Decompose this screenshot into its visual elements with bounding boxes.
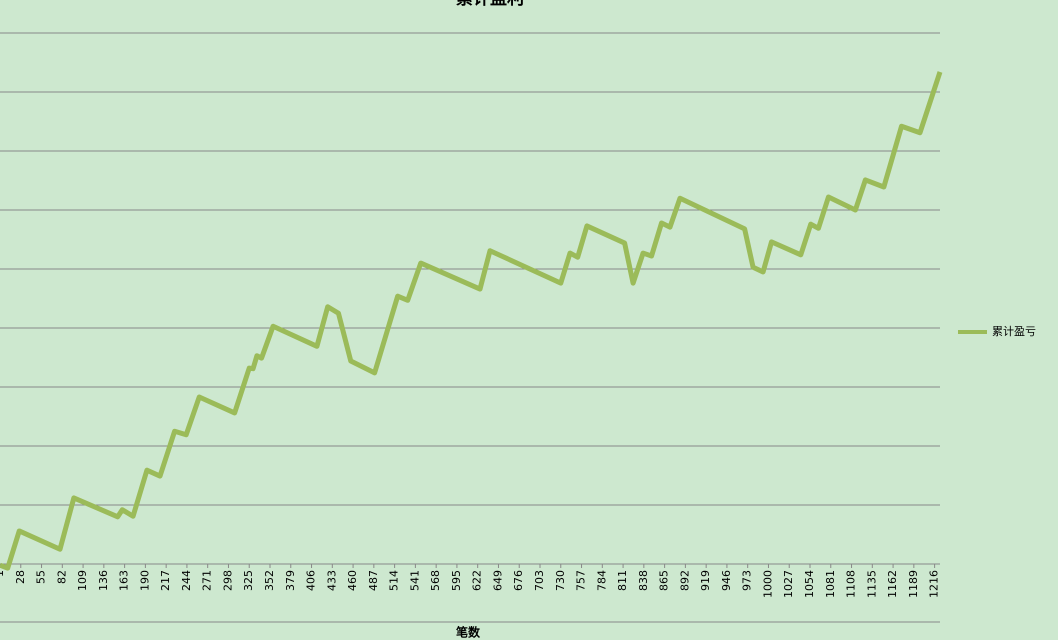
x-tick-label: 649: [491, 570, 504, 591]
x-tick-label: 784: [595, 570, 608, 591]
x-tick-label: 973: [741, 570, 754, 591]
x-tick-label: 811: [616, 570, 629, 591]
x-tick-label: 244: [180, 570, 193, 591]
x-tick-label: 1216: [928, 570, 941, 598]
x-tick-label: 595: [450, 570, 463, 591]
x-tick-label: 865: [658, 570, 671, 591]
x-tick-label: 1054: [803, 570, 816, 598]
x-tick-label: 1135: [865, 570, 878, 598]
chart-title: 累计盈利: [456, 0, 524, 9]
x-tick-label: 919: [699, 570, 712, 591]
x-tick-label: 406: [305, 570, 318, 591]
x-tick-label: 838: [637, 570, 650, 591]
x-tick-label: 217: [159, 570, 172, 591]
x-tick-label: 298: [221, 570, 234, 591]
x-tick-label: 379: [284, 570, 297, 591]
x-tick-label: 946: [720, 570, 733, 591]
data-line: [0, 71, 943, 571]
x-tick-label: 1081: [824, 570, 837, 598]
x-tick-label: 163: [118, 570, 131, 591]
x-tick-label: 622: [471, 570, 484, 591]
x-tick-label: 1: [0, 570, 6, 577]
x-tick-label: 352: [263, 570, 276, 591]
x-tick-label: 271: [201, 570, 214, 591]
x-axis-label: 笔数: [456, 625, 481, 640]
legend-label: 累计盈亏: [992, 325, 1036, 338]
x-tick-label: 190: [138, 570, 151, 591]
x-tick-label: 55: [35, 570, 48, 584]
x-tick-label: 109: [76, 570, 89, 591]
x-tick-label: 568: [429, 570, 442, 591]
x-tick-label: 1027: [782, 570, 795, 598]
x-tick-label: 1108: [845, 570, 858, 598]
x-tick-label: 487: [367, 570, 380, 591]
x-tick-label: 28: [14, 570, 27, 584]
x-tick-label: 514: [388, 570, 401, 591]
x-tick-label: 1162: [886, 570, 899, 598]
x-tick-label: 136: [97, 570, 110, 591]
x-tick-label: 1189: [907, 570, 920, 598]
x-tick-label: 730: [554, 570, 567, 591]
x-tick-label: 892: [678, 570, 691, 591]
x-tick-label: 757: [575, 570, 588, 591]
x-tick-label: 703: [533, 570, 546, 591]
x-tick-label: 676: [512, 570, 525, 591]
x-tick-label: 460: [346, 570, 359, 591]
x-tick-label: 1000: [761, 570, 774, 598]
x-tick-label: 541: [408, 570, 421, 591]
x-tick-label: 82: [55, 570, 68, 584]
x-tick-label: 325: [242, 570, 255, 591]
x-tick-label: 433: [325, 570, 338, 591]
